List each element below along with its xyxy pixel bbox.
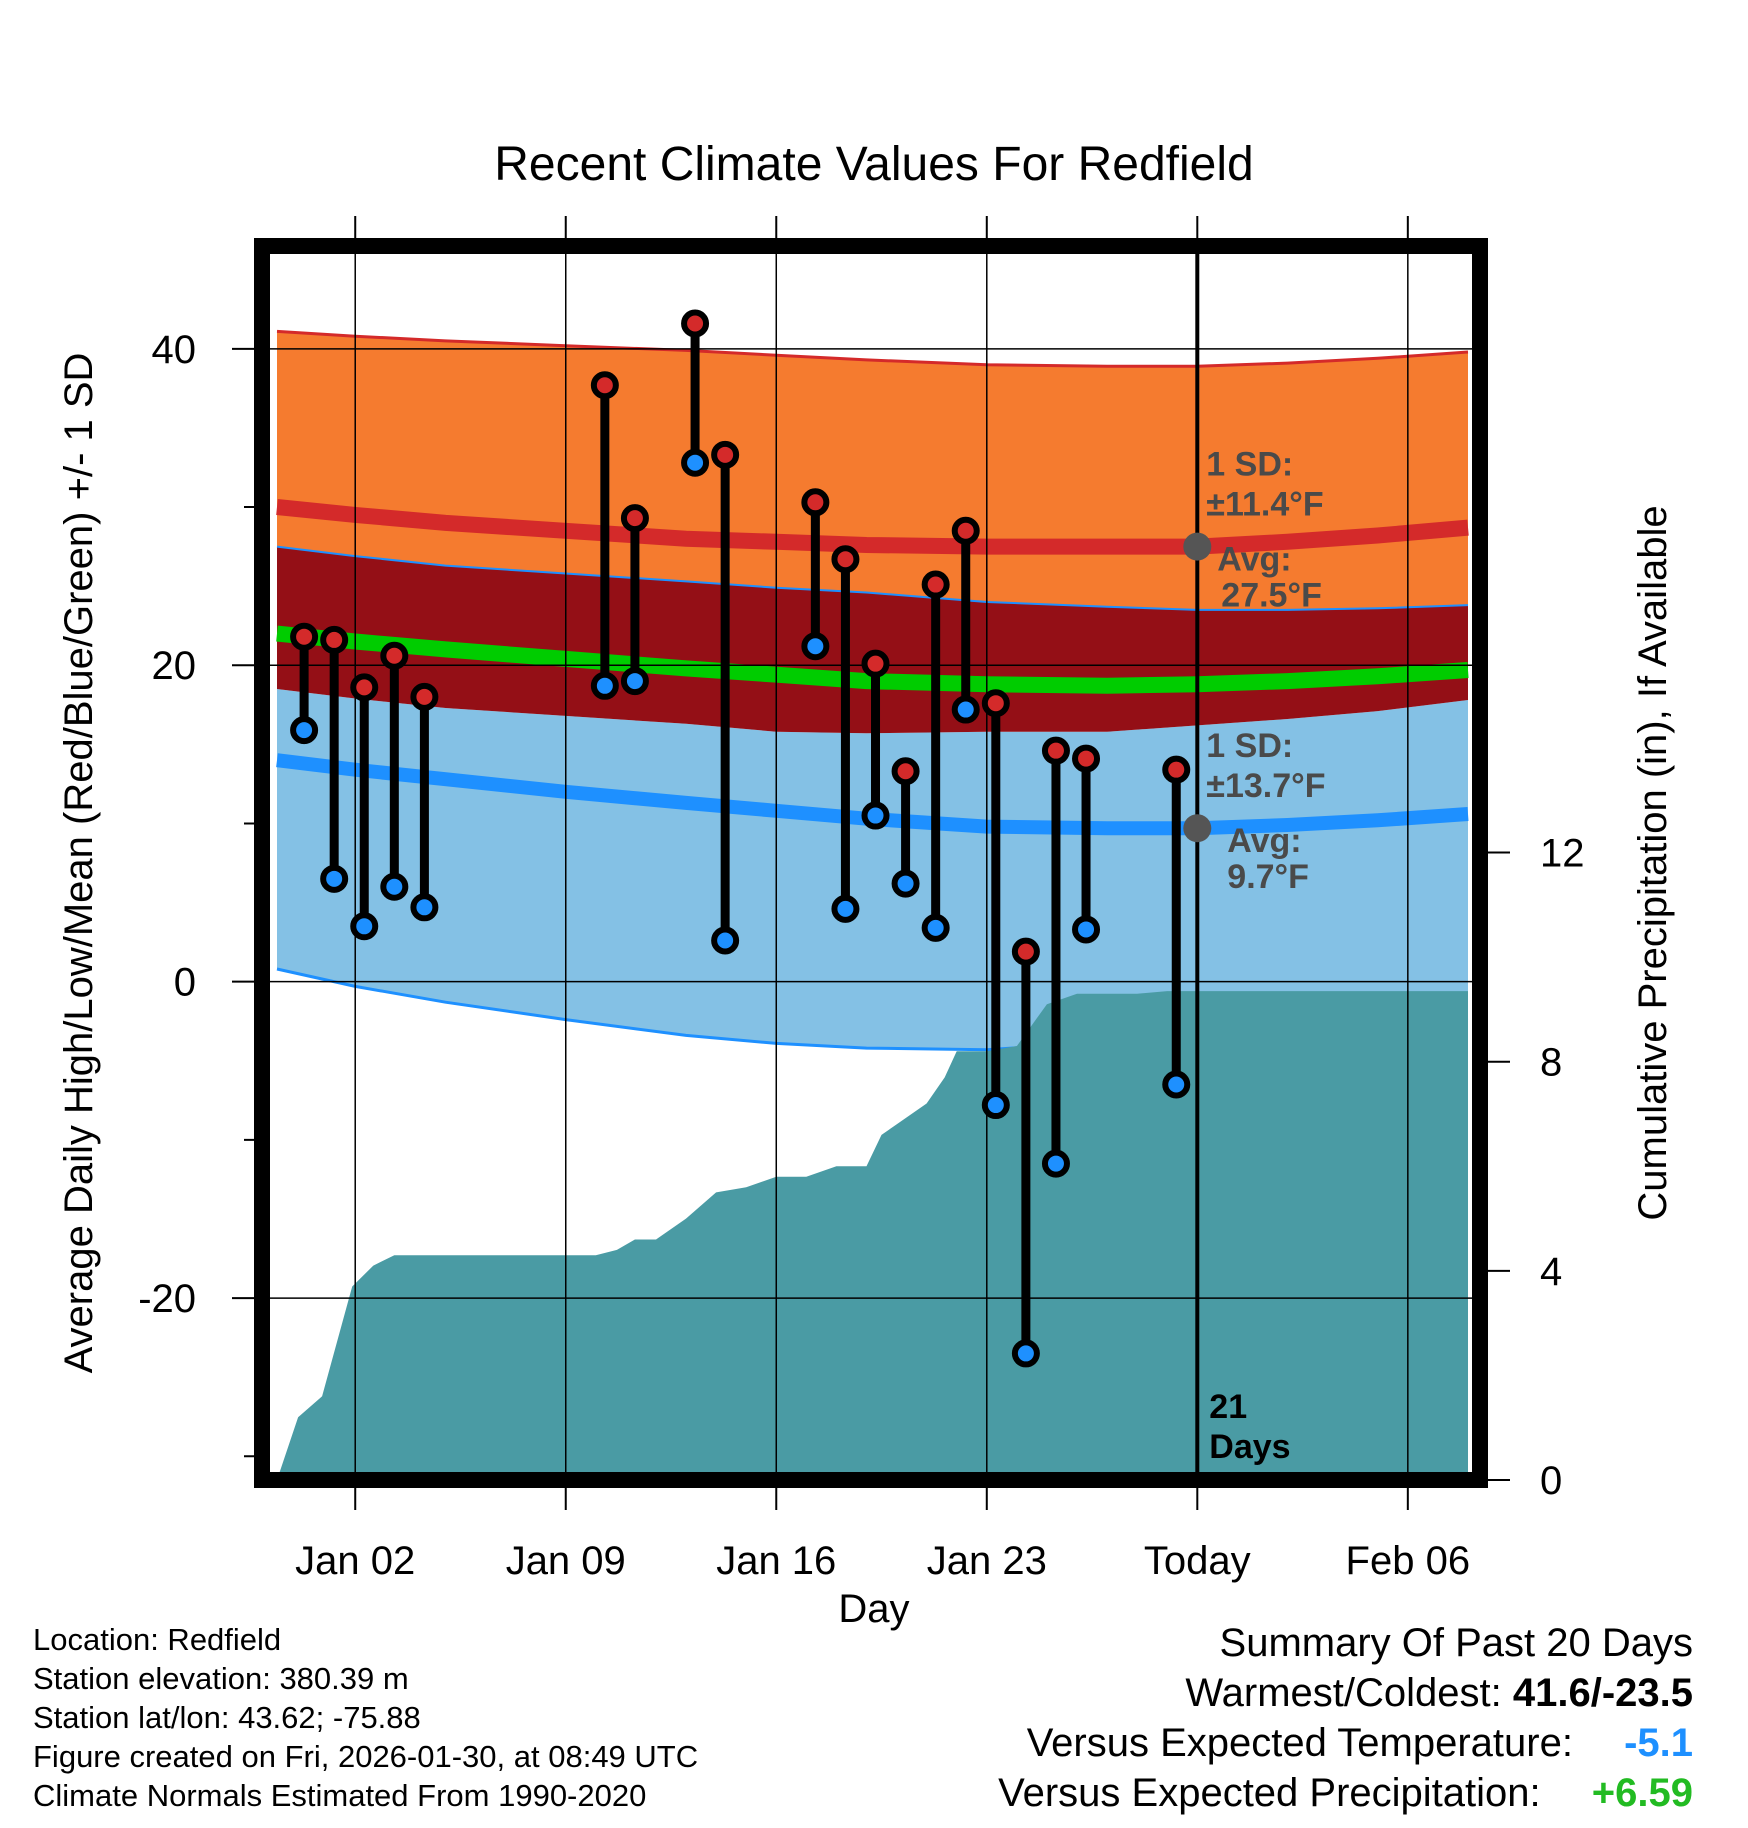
low-avg-value: 9.7°F bbox=[1227, 858, 1309, 896]
temp-value: -5.1 bbox=[1624, 1721, 1693, 1765]
days-count: 21 bbox=[1209, 1388, 1247, 1426]
daily-low-point bbox=[861, 801, 890, 830]
warm-cold-value: 41.6/-23.5 bbox=[1512, 1671, 1693, 1715]
summary-panel: Summary Of Past 20 Days Warmest/Coldest:… bbox=[998, 1618, 1693, 1818]
daily-low-point bbox=[1011, 1339, 1040, 1368]
daily-low-point bbox=[1041, 1149, 1070, 1178]
daily-low-point bbox=[801, 632, 830, 661]
daily-high-point bbox=[290, 622, 319, 651]
daily-low-point bbox=[380, 872, 409, 901]
low-avg-marker bbox=[1183, 814, 1212, 843]
daily-high-point bbox=[681, 309, 710, 338]
y-tick-label-right: 0 bbox=[1540, 1459, 1562, 1503]
high-avg-value: 27.5°F bbox=[1221, 577, 1322, 615]
plot-frame bbox=[254, 238, 1488, 1488]
daily-low-point bbox=[951, 695, 980, 724]
daily-high-point bbox=[831, 545, 860, 574]
mean-line bbox=[276, 625, 1469, 694]
high-avg-marker bbox=[1183, 532, 1212, 561]
daily-high-point bbox=[620, 504, 649, 533]
daily-high-point bbox=[1011, 937, 1040, 966]
daily-low-point bbox=[410, 893, 439, 922]
high-sd-upper-line bbox=[276, 329, 1469, 368]
y-tick-label-right: 12 bbox=[1540, 832, 1585, 876]
daily-low-point bbox=[350, 912, 379, 941]
daily-high-point bbox=[1072, 744, 1101, 773]
daily-low-point bbox=[590, 671, 619, 700]
daily-low-point bbox=[320, 864, 349, 893]
low-sd-label: 1 SD: bbox=[1206, 727, 1293, 765]
precip-label: Versus Expected Precipitation: bbox=[998, 1771, 1541, 1815]
y-tick-label-left: 40 bbox=[152, 328, 197, 372]
low-avg-label: Avg: bbox=[1227, 822, 1301, 860]
x-tick-label: Jan 23 bbox=[927, 1539, 1047, 1583]
daily-low-point bbox=[620, 667, 649, 696]
summary-precip-row: Versus Expected Precipitation: +6.59 bbox=[998, 1768, 1693, 1818]
daily-low-point bbox=[891, 869, 920, 898]
low-sd-value: ±13.7°F bbox=[1206, 767, 1325, 805]
chart-title: Recent Climate Values For Redfield bbox=[494, 138, 1253, 191]
y-tick-label-left: 20 bbox=[152, 644, 197, 688]
y-tick-label-right: 8 bbox=[1540, 1041, 1562, 1085]
daily-low-point bbox=[711, 926, 740, 955]
y-tick-label-right: 4 bbox=[1540, 1250, 1562, 1294]
x-axis-label: Day bbox=[838, 1587, 909, 1631]
x-tick-label: Jan 09 bbox=[506, 1539, 626, 1583]
daily-high-point bbox=[350, 673, 379, 702]
daily-high-point bbox=[380, 641, 409, 670]
daily-high-point bbox=[320, 625, 349, 654]
created-text: Figure created on Fri, 2026-01-30, at 08… bbox=[33, 1739, 699, 1774]
daily-low-point bbox=[981, 1091, 1010, 1120]
daily-high-point bbox=[1162, 755, 1191, 784]
normals-text: Climate Normals Estimated From 1990-2020 bbox=[33, 1778, 647, 1813]
y-tick-label-left: -20 bbox=[138, 1277, 196, 1321]
days-label: Days bbox=[1209, 1428, 1290, 1466]
y-axis-label-left: Average Daily High/Low/Mean (Red/Blue/Gr… bbox=[57, 353, 101, 1374]
precip-value: +6.59 bbox=[1591, 1771, 1693, 1815]
daily-high-point bbox=[410, 682, 439, 711]
plot-content bbox=[262, 246, 1480, 1480]
x-tick-label: Jan 16 bbox=[716, 1539, 836, 1583]
daily-high-point bbox=[590, 371, 619, 400]
station-info: Location: Redfield Station elevation: 38… bbox=[33, 1620, 698, 1815]
daily-high-point bbox=[861, 649, 890, 678]
temp-label: Versus Expected Temperature: bbox=[1026, 1721, 1573, 1765]
warm-cold-label: Warmest/Coldest: bbox=[1185, 1671, 1502, 1715]
high-sd-label: 1 SD: bbox=[1206, 446, 1293, 484]
elevation-text: Station elevation: 380.39 m bbox=[33, 1661, 409, 1696]
precip-area bbox=[277, 991, 1468, 1480]
y-axis-label-right: Cumulative Precipitation (in), If Availa… bbox=[1631, 505, 1675, 1220]
daily-low-point bbox=[1072, 915, 1101, 944]
high-avg-line bbox=[276, 499, 1469, 555]
axes: Jan 02 Jan 09 Jan 16 Jan 23 Today Feb 0640200… bbox=[138, 216, 1585, 1583]
high-sd-value: ±11.4°F bbox=[1206, 486, 1323, 524]
location-text: Location: Redfield bbox=[33, 1622, 282, 1657]
daily-low-point bbox=[681, 448, 710, 477]
daily-low-point bbox=[1162, 1070, 1191, 1099]
daily-high-point bbox=[711, 440, 740, 469]
daily-high-point bbox=[951, 516, 980, 545]
x-tick-label: Feb 06 bbox=[1346, 1539, 1471, 1583]
daily-high-point bbox=[801, 488, 830, 517]
summary-temp-row: Versus Expected Temperature: -5.1 bbox=[998, 1718, 1693, 1768]
high-sd-lower-line bbox=[276, 545, 1469, 611]
daily-low-point bbox=[921, 913, 950, 942]
high-avg-label: Avg: bbox=[1217, 541, 1291, 579]
summary-warm-cold-row: Warmest/Coldest: 41.6/-23.5 bbox=[998, 1668, 1693, 1718]
x-tick-label: Jan 02 bbox=[295, 1539, 415, 1583]
daily-high-point bbox=[891, 757, 920, 786]
daily-high-point bbox=[921, 570, 950, 599]
y-tick-label-left: 0 bbox=[174, 961, 196, 1005]
daily-low-point bbox=[290, 716, 319, 745]
daily-high-point bbox=[1041, 736, 1070, 765]
x-tick-label: Today bbox=[1144, 1539, 1251, 1583]
daily-high-point bbox=[981, 689, 1010, 718]
latlon-text: Station lat/lon: 43.62; -75.88 bbox=[33, 1700, 421, 1735]
daily-low-point bbox=[831, 894, 860, 923]
summary-title: Summary Of Past 20 Days bbox=[1219, 1621, 1693, 1665]
